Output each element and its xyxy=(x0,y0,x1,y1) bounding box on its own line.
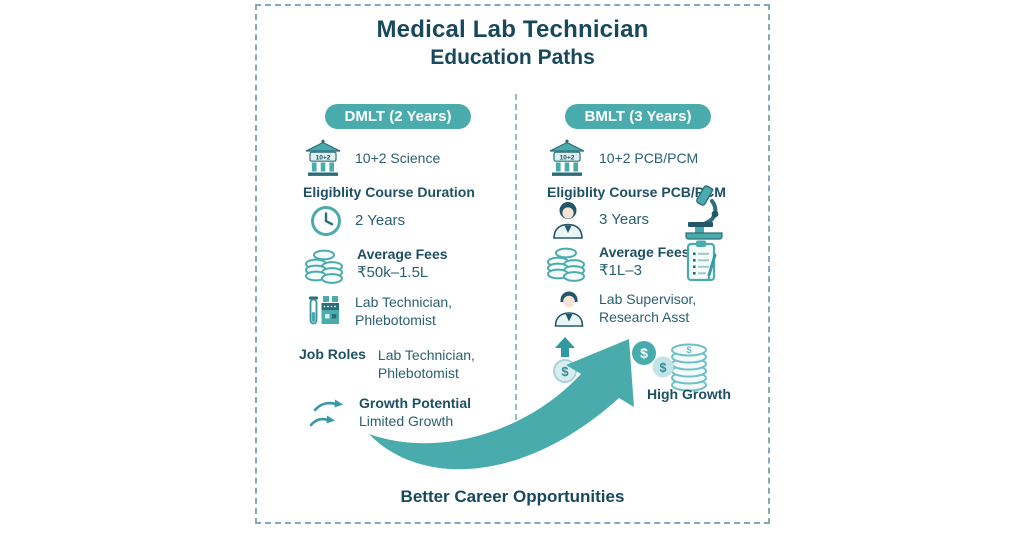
bmlt-roles-row: Lab Supervisor, Research Asst xyxy=(551,288,696,328)
dmlt-eligibility-strong: Eligiblity xyxy=(303,184,362,200)
dmlt-roles-text: Lab Technician, Phlebotomist xyxy=(355,294,453,328)
bmlt-qualification-text: 10+2 PCB/PCM xyxy=(599,150,699,166)
test-tubes-icon xyxy=(309,296,339,325)
column-divider xyxy=(515,94,517,440)
lab-supervisor-icon xyxy=(554,291,584,327)
school-band-label: 10+2 xyxy=(316,154,331,161)
dollar-glyph: $ xyxy=(640,345,648,361)
bmlt-duration-row: 3 Years xyxy=(549,200,649,240)
salary-up-arrow-icon: $ xyxy=(553,337,577,383)
dmlt-qualification-row: 10+2 10+2 Science xyxy=(303,138,440,178)
bmlt-eligibility-strong: Eligiblity xyxy=(547,184,606,200)
dmlt-eligibility-label: Eligiblity Course Duration xyxy=(303,183,475,201)
bmlt-fees-value: ₹1L–3 xyxy=(599,261,642,279)
dmlt-duration-text: 2 Years xyxy=(355,212,406,229)
dmlt-growth-label: Growth Potential xyxy=(359,395,471,411)
coins-icon xyxy=(547,247,585,282)
growth-arrows-icon xyxy=(309,399,343,427)
school-band-label: 10+2 xyxy=(560,154,575,161)
dollar-glyph: $ xyxy=(561,364,569,379)
bmlt-qualification-row: 10+2 10+2 PCB/PCM xyxy=(547,138,698,178)
school-icon: 10+2 xyxy=(305,139,341,176)
bmlt-badge: BMLT (3 Years) xyxy=(565,104,711,129)
dmlt-growth-value: Limited Growth xyxy=(359,413,454,429)
bmlt-fees-label: Average Fees xyxy=(599,243,690,260)
dashed-frame: Medical Lab Technician Education Paths D… xyxy=(255,4,770,524)
money-growth-coins-icon: $ $ $ xyxy=(632,341,707,392)
clock-icon xyxy=(311,206,341,236)
dmlt-job-roles-value: Lab Technician, Phlebotomist xyxy=(377,347,475,381)
dmlt-job-roles-label: Job Roles xyxy=(299,346,366,362)
bmlt-eligibility-rest: Course PCB/PCM xyxy=(609,184,726,200)
dmlt-roles-icon-row: Lab Technician, Phlebotomist xyxy=(305,292,452,330)
scientist-icon xyxy=(553,202,583,239)
dmlt-qualification-text: 10+2 Science xyxy=(355,150,441,166)
dmlt-badge: DMLT (2 Years) xyxy=(325,104,471,129)
title-line-2: Education Paths xyxy=(430,46,595,69)
title-line-1: Medical Lab Technician xyxy=(376,16,649,43)
page-title: Medical Lab Technician Education Paths xyxy=(257,16,768,70)
dmlt-growth-row: Growth Potential Limited Growth xyxy=(309,394,471,430)
arrow-caption: Better Career Opportunities xyxy=(400,487,625,506)
dmlt-fees-row: Average Fees ₹50k–1.5L xyxy=(303,242,448,284)
bmlt-eligibility-label: Eligiblity Course PCB/PCM xyxy=(547,183,726,201)
bmlt-growth-label-row: High Growth xyxy=(647,386,731,402)
bmlt-fees-row: Average Fees ₹1L–3 xyxy=(545,240,690,282)
microscope-icon xyxy=(685,185,723,240)
dmlt-fees-value: ₹50k–1.5L xyxy=(357,263,429,281)
school-icon: 10+2 xyxy=(549,139,585,176)
clipboard-checklist-icon xyxy=(686,240,717,282)
bmlt-growth-label: High Growth xyxy=(647,386,731,402)
dmlt-eligibility-rest: Course Duration xyxy=(365,184,475,200)
coins-icon xyxy=(305,249,343,284)
dollar-glyph: $ xyxy=(660,361,667,375)
dmlt-job-roles-row: Job Roles Lab Technician, Phlebotomist xyxy=(299,346,475,382)
dollar-glyph: $ xyxy=(686,345,691,355)
dmlt-fees-label: Average Fees xyxy=(357,245,448,262)
dmlt-duration-row: 2 Years xyxy=(309,204,405,238)
bmlt-duration-text: 3 Years xyxy=(599,211,650,228)
bmlt-roles-text: Lab Supervisor, Research Asst xyxy=(599,291,697,325)
